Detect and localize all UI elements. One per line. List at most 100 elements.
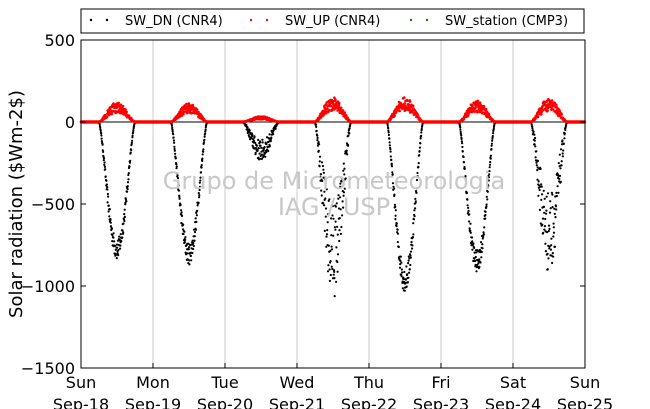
sw-dn-point [489,154,492,157]
sw-dn-point [192,241,195,244]
sw-dn-point [388,137,391,140]
sw-dn-point [409,254,412,257]
sw-dn-point [398,266,402,269]
sw-dn-point [340,225,343,229]
sw-dn-point [325,245,328,248]
sw-dn-point [201,157,204,160]
sw-dn-point [100,134,103,137]
sw-dn-point [113,240,116,243]
sw-dn-point [191,239,194,242]
sw-dn-point [561,155,565,158]
sw-dn-point [175,163,178,166]
sw-dn-point [267,140,270,143]
sw-dn-point [123,213,126,216]
sw-dn-point [474,259,477,263]
sw-dn-point [564,128,567,131]
sw-dn-point [322,176,325,179]
sw-dn-point [389,155,392,158]
legend-label: SW_station (CMP3) [445,14,568,29]
sw-dn-point [348,124,352,127]
sw-dn-point [420,127,423,131]
sw-dn-point [541,217,545,220]
sw-dn-point [477,250,480,253]
legend-marker [425,18,429,22]
sw-dn-point [326,270,330,273]
legend-box [80,8,585,34]
sw-up-point [185,102,188,106]
sw-dn-point [391,182,395,185]
sw-dn-point [122,222,125,225]
sw-dn-point [326,221,329,224]
sw-dn-point [544,242,547,245]
sw-dn-point [126,185,129,188]
sw-dn-point [408,271,411,274]
sw-up-point [329,104,333,108]
sw-dn-point [534,156,537,159]
sw-dn-point [171,126,174,130]
sw-dn-point [340,180,343,183]
sw-dn-point [122,231,125,234]
sw-dn-point [411,244,414,247]
sw-up-point [393,114,397,117]
sw-dn-point [490,148,493,151]
sw-dn-point [321,179,324,183]
sw-dn-point [418,150,421,153]
sw-dn-point [194,228,198,231]
sw-dn-point [396,228,399,231]
sw-dn-point [563,132,566,135]
sw-dn-point [322,171,325,174]
sw-dn-point [543,228,546,231]
sw-dn-point [332,217,335,220]
sw-dn-point [533,133,536,136]
sw-dn-point [201,159,204,162]
sw-dn-point [198,188,201,192]
sw-dn-point [331,267,334,271]
sw-dn-point [120,240,123,243]
sw-dn-point [173,145,176,148]
sw-dn-point [553,212,556,215]
sw-dn-point [100,132,103,135]
sw-dn-point [325,188,328,191]
sw-dn-point [544,250,548,253]
sw-dn-point [334,205,337,208]
sw-dn-point [173,149,176,152]
sw-dn-point [394,218,397,221]
sw-up-point [474,106,477,110]
sw-up-point [476,99,480,103]
sw-up-point [119,103,123,106]
sw-dn-point [131,139,134,142]
x-tick-label-date: Sep-21 [269,395,325,409]
sw-dn-point [419,137,422,140]
sw-dn-point [106,192,109,196]
sw-dn-point [257,156,260,159]
sw-dn-point [344,177,347,180]
sw-dn-point [127,172,130,175]
sw-dn-point [402,277,405,281]
sw-dn-point [248,129,251,132]
sw-dn-point [341,185,344,188]
sw-dn-point [265,142,268,146]
sw-dn-point [412,222,415,225]
sw-dn-point [415,191,418,194]
sw-dn-point [198,194,201,197]
sw-dn-point [557,162,560,165]
sw-dn-point [481,247,484,250]
sw-dn-point [193,235,196,238]
sw-dn-point [530,123,533,126]
sw-dn-point [318,155,322,158]
sw-dn-point [129,151,132,154]
sw-up-point [475,110,479,114]
sw-dn-point [559,167,562,170]
sw-dn-point [492,127,495,130]
sw-dn-point [246,126,249,129]
sw-dn-point [341,214,344,217]
legend-label: SW_UP (CNR4) [285,14,380,29]
sw-dn-point [251,134,254,137]
sw-dn-point [259,141,262,144]
sw-dn-point [414,207,417,210]
sw-dn-point [419,142,422,145]
sw-dn-point [466,198,469,201]
sw-dn-point [537,194,540,197]
sw-dn-point [270,136,273,139]
sw-dn-point [263,146,266,149]
